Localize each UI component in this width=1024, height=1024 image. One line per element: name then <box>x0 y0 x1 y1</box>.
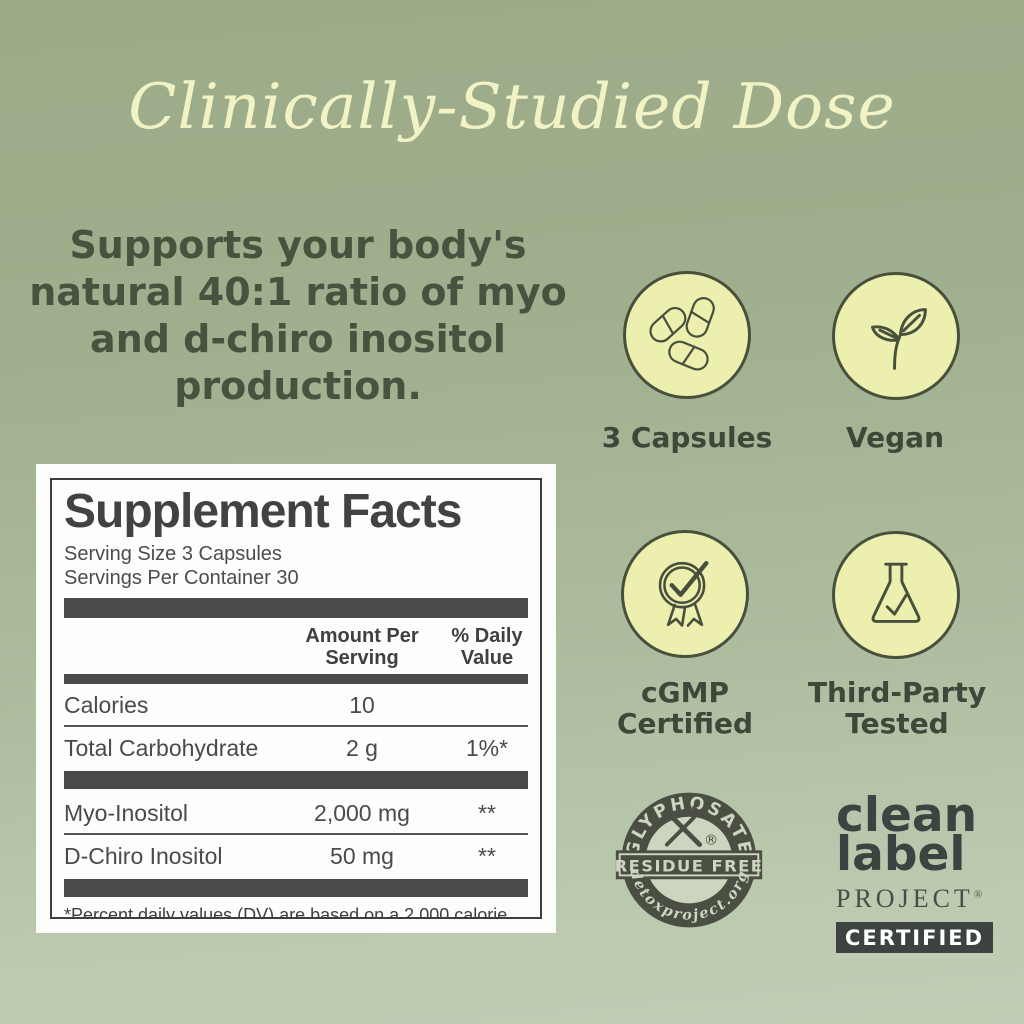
row-name: Myo-Inositol <box>64 799 188 826</box>
divider-bar <box>64 878 528 897</box>
feature-circle-third-party <box>832 531 960 659</box>
row-name: Calories <box>64 691 149 718</box>
clean-label-registered-mark: ® <box>973 888 987 901</box>
column-header-daily-value: % Daily Value <box>451 624 523 669</box>
feature-label-vegan: Vegan <box>846 421 944 454</box>
row-dv: ** <box>478 842 496 869</box>
divider-bar <box>64 597 528 618</box>
row-separator <box>64 832 528 835</box>
capsules-icon <box>649 297 715 371</box>
table-row-carbohydrate: Total Carbohydrate 2 g 1%* <box>64 727 528 768</box>
badge-banner: RESIDUE FREE <box>615 850 764 880</box>
feature-circle-vegan <box>832 272 960 400</box>
page-title: Clinically-Studied Dose <box>128 70 896 143</box>
row-dv: 1%* <box>465 734 509 761</box>
row-dv: ** <box>478 799 496 826</box>
serving-size: Serving Size 3 Capsules <box>64 542 282 565</box>
table-row-calories: Calories 10 <box>64 684 528 725</box>
feature-label-cgmp: cGMP Certified <box>616 676 754 740</box>
servings-per-container: Servings Per Container 30 <box>64 567 299 590</box>
divider-bar <box>64 673 528 684</box>
plant-sprout-icon <box>871 308 927 370</box>
supplement-facts-title: Supplement Facts <box>64 485 462 538</box>
facts-footnotes: *Percent daily values (DV) are based on … <box>64 904 508 919</box>
feature-label-capsules: 3 Capsules <box>601 421 773 454</box>
supplement-facts-panel: Supplement Facts Serving Size 3 Capsules… <box>36 464 556 933</box>
clean-label-project-badge: clean label PROJECT® CERTIFIED <box>836 788 1006 953</box>
clean-label-line1: clean <box>836 788 978 843</box>
badge-registered-mark: ® <box>704 833 718 849</box>
flask-check-icon <box>871 562 921 623</box>
award-ribbon-check-icon <box>658 560 709 627</box>
row-amount: 10 <box>349 691 375 718</box>
glyphosate-residue-free-badge: GLYPHOSATE ® RESIDUE FREE detoxproject.o… <box>612 783 766 937</box>
clean-label-project-word: PROJECT <box>836 883 974 913</box>
glyphosate-badge-graphic: GLYPHOSATE ® RESIDUE FREE detoxproject.o… <box>615 792 764 928</box>
tagline-text: Supports your body's natural 40:1 ratio … <box>29 223 567 409</box>
crossed-cutlery-icon <box>664 805 702 848</box>
row-name: D-Chiro Inositol <box>64 842 223 869</box>
clean-label-certified-bar: CERTIFIED <box>836 921 994 953</box>
supplement-facts-border: Supplement Facts Serving Size 3 Capsules… <box>50 478 542 919</box>
row-amount: 50 mg <box>330 842 394 869</box>
table-row-myo-inositol: Myo-Inositol 2,000 mg ** <box>64 792 528 833</box>
row-separator <box>64 724 528 727</box>
facts-header-row: Amount Per Serving % Daily Value <box>64 618 528 674</box>
row-name: Total Carbohydrate <box>64 734 259 761</box>
row-amount: 2 g <box>346 734 378 761</box>
table-row-d-chiro-inositol: D-Chiro Inositol 50 mg ** <box>64 835 528 876</box>
clean-label-project-line: PROJECT® <box>836 884 1006 914</box>
column-header-amount: Amount Per Serving <box>305 624 419 669</box>
feature-circle-cgmp <box>621 530 749 658</box>
feature-circle-capsules <box>623 271 751 399</box>
feature-label-third-party: Third-Party Tested <box>807 676 987 740</box>
badge-banner-text: RESIDUE FREE <box>615 857 764 876</box>
clean-label-line2: label <box>836 827 966 883</box>
row-amount: 2,000 mg <box>314 799 410 826</box>
divider-bar <box>64 770 528 789</box>
